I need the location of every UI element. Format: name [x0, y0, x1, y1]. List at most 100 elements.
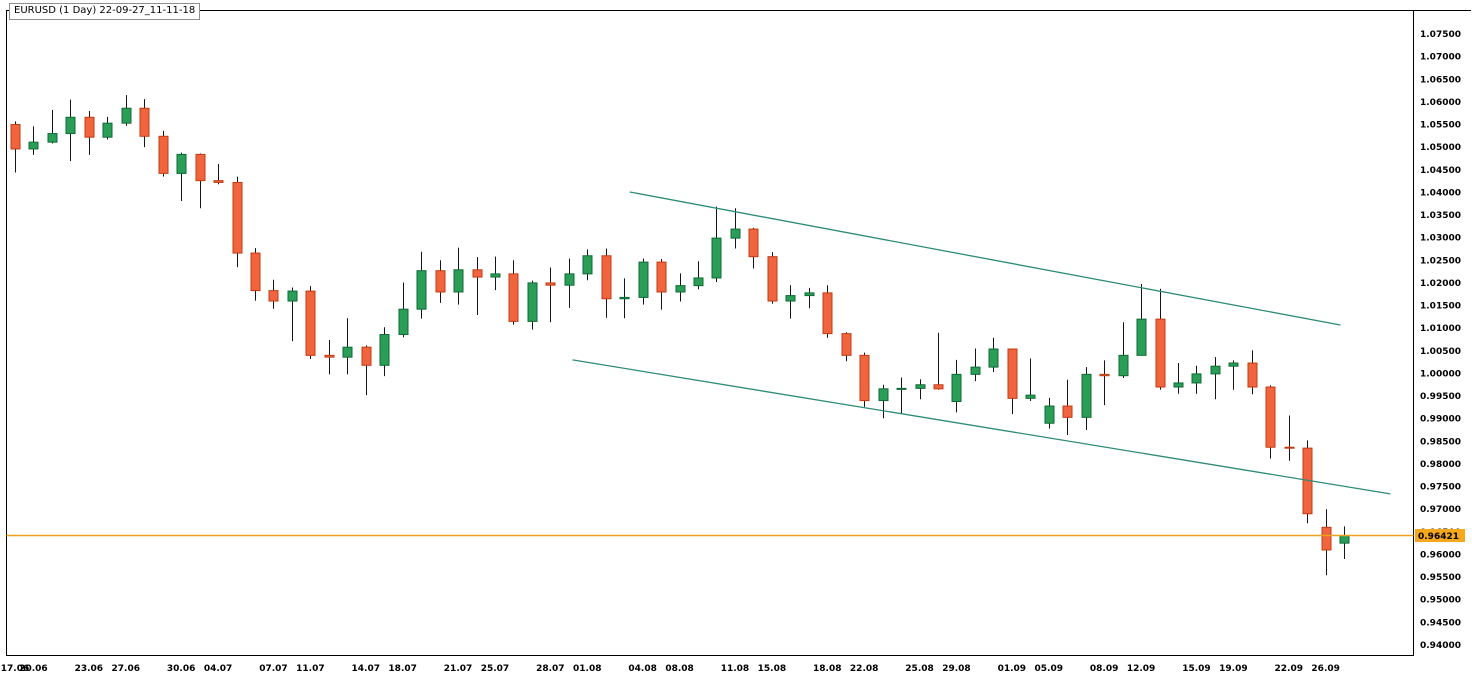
chart-frame [6, 10, 1414, 656]
candle-body [1118, 354, 1129, 377]
candle [545, 267, 556, 323]
y-axis-label: 1.03500 [1420, 211, 1461, 221]
candle [1136, 283, 1147, 356]
x-axis-label: 11.07 [296, 664, 324, 674]
candle [878, 384, 889, 419]
y-axis-label: 1.01500 [1420, 302, 1461, 312]
candle [47, 110, 58, 144]
candle [915, 379, 926, 400]
y-axis-label: 1.02500 [1420, 256, 1461, 266]
y-axis-label: 0.94000 [1420, 641, 1461, 651]
y-axis-label: 0.97000 [1420, 505, 1461, 515]
candle-body [472, 269, 483, 278]
candle-body [65, 116, 76, 135]
current-price-badge [1415, 529, 1465, 542]
candle-body [1265, 386, 1276, 448]
candle [804, 287, 815, 309]
x-axis-label: 22.08 [850, 664, 878, 674]
x-axis-label: 12.09 [1127, 664, 1155, 674]
candle-body [435, 270, 446, 293]
x-axis-label: 25.08 [905, 664, 933, 674]
candle [527, 280, 538, 330]
candle-body [232, 181, 243, 254]
candle [361, 345, 372, 396]
candle-body [564, 273, 575, 286]
candle-body [619, 296, 630, 300]
candle [619, 278, 630, 319]
y-axis-label: 0.95000 [1420, 596, 1461, 606]
candle [601, 248, 612, 318]
candle [1321, 509, 1332, 576]
candle [398, 282, 409, 338]
candle [508, 260, 519, 325]
candle [324, 339, 335, 375]
x-axis-label: 08.09 [1090, 664, 1118, 674]
candle-body [767, 256, 778, 302]
candle-body [748, 228, 759, 258]
candle-body [176, 153, 187, 174]
x-axis-label: 21.07 [444, 664, 472, 674]
channel-lower-line[interactable] [572, 359, 1391, 495]
channel-upper-line[interactable] [629, 191, 1341, 326]
candle [896, 377, 907, 414]
current-price-badge-label: 0.96421 [1418, 532, 1459, 542]
x-axis-label: 27.06 [112, 664, 140, 674]
candle [490, 256, 501, 291]
candle [379, 327, 390, 377]
x-axis-label: 15.09 [1182, 664, 1210, 674]
candle [638, 258, 649, 305]
x-axis-label: 07.07 [259, 664, 287, 674]
candle-body [638, 261, 649, 298]
candle [951, 359, 962, 413]
candle-body [139, 107, 150, 137]
y-axis-label: 0.98000 [1420, 460, 1461, 470]
candle [564, 258, 575, 308]
y-axis-label: 0.99000 [1420, 415, 1461, 425]
candle-body [988, 348, 999, 368]
candle-body [102, 122, 113, 138]
candle-body [379, 334, 390, 366]
candle-body [361, 346, 372, 366]
candle [1099, 360, 1110, 406]
x-axis-label: 30.06 [167, 664, 195, 674]
candle [1302, 440, 1313, 524]
candle-body [545, 282, 556, 286]
candle [748, 227, 759, 269]
candle-body [324, 354, 335, 358]
y-axis-label: 1.03000 [1420, 234, 1461, 244]
candle-body [601, 255, 612, 300]
candle [767, 252, 778, 304]
x-axis-label: 01.09 [998, 664, 1026, 674]
y-axis-label: 0.98500 [1420, 437, 1461, 447]
candle-body [1191, 373, 1202, 384]
candle-body [1339, 534, 1350, 544]
x-axis-label: 15.08 [758, 664, 786, 674]
y-axis-label: 0.99500 [1420, 392, 1461, 402]
candle-body [268, 290, 279, 302]
y-axis-label: 1.07000 [1420, 53, 1461, 63]
y-axis-label: 1.04000 [1420, 188, 1461, 198]
candle-body [970, 366, 981, 375]
x-axis-label: 19.09 [1219, 664, 1247, 674]
candle-body [1321, 526, 1332, 551]
x-axis-label: 04.08 [628, 664, 656, 674]
candle-body [508, 273, 519, 322]
candle [1173, 363, 1184, 394]
candle-body [250, 252, 261, 292]
y-axis-label: 1.04500 [1420, 166, 1461, 176]
x-axis-label: 04.07 [204, 664, 232, 674]
candle [841, 332, 852, 362]
candle-body [859, 354, 870, 402]
candle-body [1081, 373, 1092, 418]
candle-body [1155, 318, 1166, 388]
y-axis-label: 1.06000 [1420, 98, 1461, 108]
candle-body [951, 373, 962, 403]
candle [250, 248, 261, 301]
candle-body [711, 237, 722, 279]
candle [693, 261, 704, 290]
candle-body [195, 153, 206, 182]
candle [785, 285, 796, 319]
candle-body [398, 308, 409, 336]
y-axis-label: 1.02000 [1420, 279, 1461, 289]
